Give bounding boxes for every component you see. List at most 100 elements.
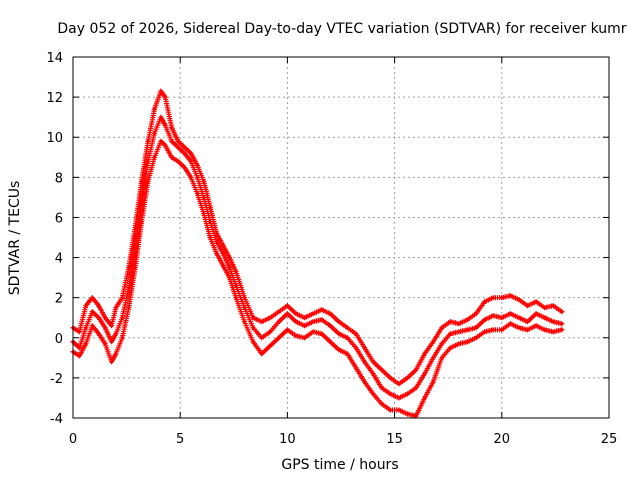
- data-point: [431, 340, 435, 344]
- data-point: [97, 304, 101, 308]
- data-point: [268, 316, 272, 320]
- data-point: [90, 310, 94, 314]
- data-point: [152, 155, 157, 159]
- data-point: [109, 360, 114, 364]
- data-point: [182, 165, 187, 169]
- data-point: [345, 326, 350, 330]
- y-tick-label: 2: [55, 292, 63, 307]
- data-point: [285, 312, 289, 316]
- plot-frame: [72, 56, 610, 419]
- x-tick-label: 5: [176, 432, 184, 447]
- data-point: [195, 163, 199, 167]
- data-point: [170, 125, 174, 129]
- data-point: [242, 306, 247, 310]
- data-point: [474, 312, 478, 316]
- data-point: [90, 324, 94, 328]
- data-point: [551, 330, 555, 334]
- data-point: [388, 392, 392, 396]
- data-point: [146, 159, 150, 163]
- data-point: [491, 296, 495, 300]
- data-point: [405, 412, 410, 416]
- data-point: [517, 316, 521, 320]
- data-point: [328, 312, 332, 316]
- data-point: [440, 342, 444, 346]
- data-point: [414, 414, 418, 418]
- data-point: [195, 175, 199, 179]
- y-tick-label: 4: [55, 252, 63, 267]
- data-point: [195, 191, 199, 195]
- data-point: [491, 314, 495, 318]
- data-point: [543, 316, 547, 320]
- data-point: [457, 330, 461, 334]
- data-point: [311, 312, 315, 316]
- data-point: [345, 352, 350, 356]
- y-tick-label: -2: [50, 372, 63, 387]
- data-point: [120, 316, 124, 320]
- data-point: [127, 306, 131, 310]
- y-tick-label: 0: [55, 332, 63, 347]
- data-points: [70, 88, 565, 419]
- data-point: [380, 402, 384, 406]
- y-tick-label: 12: [46, 91, 63, 106]
- y-axis-label: SDTVAR / TECUs: [7, 181, 23, 296]
- data-point: [227, 276, 232, 280]
- data-point: [423, 372, 427, 376]
- data-point: [242, 296, 247, 300]
- data-point: [163, 143, 167, 147]
- data-point: [277, 310, 281, 314]
- data-point: [380, 368, 384, 372]
- data-point: [362, 360, 367, 364]
- data-point: [182, 145, 187, 149]
- data-point: [146, 139, 150, 143]
- data-point: [337, 320, 341, 324]
- data-point: [337, 348, 341, 352]
- data-point: [260, 352, 264, 356]
- data-point: [77, 346, 82, 350]
- data-point: [508, 312, 512, 316]
- data-point: [534, 312, 538, 316]
- data-point: [320, 308, 324, 312]
- data-point: [431, 380, 435, 384]
- data-point: [120, 336, 124, 340]
- data-point: [440, 326, 444, 330]
- data-point: [465, 340, 470, 344]
- data-point: [483, 318, 487, 322]
- data-point: [354, 366, 358, 370]
- data-point: [163, 123, 167, 127]
- data-point: [483, 330, 487, 334]
- data-point: [311, 330, 315, 334]
- data-point: [448, 320, 452, 324]
- data-point: [221, 243, 225, 248]
- data-point: [302, 316, 307, 320]
- data-point: [397, 382, 401, 386]
- x-tick-label: 0: [69, 432, 77, 447]
- data-point: [345, 336, 350, 340]
- grid: [73, 57, 609, 418]
- data-point: [221, 263, 225, 268]
- data-point: [337, 332, 341, 336]
- data-point: [202, 195, 206, 199]
- data-point: [302, 324, 307, 328]
- data-point: [234, 284, 238, 288]
- data-point: [448, 346, 452, 350]
- data-point: [182, 151, 187, 155]
- data-point: [97, 332, 101, 336]
- data-point: [84, 342, 88, 346]
- data-point: [423, 396, 427, 400]
- data-point: [517, 298, 521, 302]
- data-point: [77, 330, 82, 334]
- data-point: [405, 376, 410, 380]
- data-point: [159, 139, 163, 143]
- data-point: [491, 328, 495, 332]
- data-point: [285, 328, 289, 332]
- data-point: [508, 322, 512, 326]
- data-point: [103, 326, 107, 330]
- data-point: [202, 211, 206, 216]
- data-point: [474, 326, 478, 330]
- data-point: [84, 326, 88, 330]
- data-point: [397, 396, 401, 400]
- data-point: [277, 336, 281, 340]
- data-point: [109, 340, 114, 344]
- data-point: [170, 139, 174, 143]
